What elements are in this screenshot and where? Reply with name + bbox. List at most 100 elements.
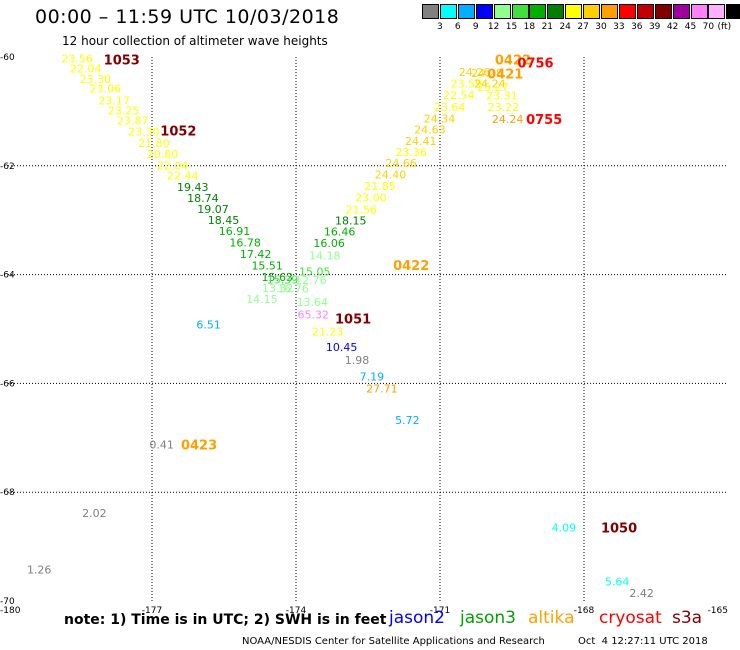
credit-line: NOAA/NESDIS Center for Satellite Applica… <box>242 636 545 647</box>
wave-height-reading: 1.26 <box>27 563 52 576</box>
legend-label: 6 <box>454 22 461 32</box>
legend-swatch <box>547 4 565 19</box>
pass-time-tag: 0423 <box>181 438 217 453</box>
legend-label: 33 <box>613 22 625 32</box>
x-tick-label: -174 <box>286 606 307 616</box>
wave-height-reading: 23.64 <box>434 101 466 114</box>
wave-height-reading: 24.63 <box>414 123 446 136</box>
wave-height-reading: 7.19 <box>360 370 385 383</box>
map-subtitle: 12 hour collection of altimeter wave hei… <box>62 34 328 48</box>
wave-height-reading: 20.80 <box>147 148 179 161</box>
wave-height-reading: 23.31 <box>486 90 518 103</box>
legend-swatch <box>457 4 475 19</box>
x-tick-label: -177 <box>142 606 162 616</box>
wave-height-reading: 23.30 <box>128 126 160 139</box>
legend-label: 45 <box>684 22 697 32</box>
legend-swatch <box>690 4 708 19</box>
wave-height-reading: 4.09 <box>552 522 577 535</box>
wave-height-reading: 24.40 <box>375 169 407 182</box>
pass-time-tag: 1051 <box>335 313 371 328</box>
wave-height-reading: 24.28 <box>471 67 503 80</box>
satellite-altika: altika <box>528 608 575 628</box>
wave-height-reading: 10.45 <box>326 341 358 354</box>
legend-swatch <box>583 4 601 19</box>
y-tick-label: -60 <box>0 53 15 63</box>
page-title: 00:00 – 11:59 UTC 10/03/2018 <box>35 6 340 28</box>
wave-height-reading: 5.64 <box>605 575 630 588</box>
x-tick-label: -168 <box>574 606 595 616</box>
wave-height-reading: 23.30 <box>80 73 112 86</box>
satellite-s3a: s3a <box>672 608 703 628</box>
legend-swatch <box>708 4 726 19</box>
wave-height-reading: 24.26 <box>459 66 491 79</box>
wave-height-reading: 15.51 <box>251 259 283 272</box>
legend-label: 12 <box>487 22 500 32</box>
wave-height-reading: 16.91 <box>219 225 251 238</box>
x-tick-label: -165 <box>708 606 728 616</box>
legend-label: 9 <box>472 22 479 32</box>
x-tick-label: -180 <box>0 606 21 616</box>
wave-height-reading: 18.45 <box>208 214 240 227</box>
wave-height-reading: 24.24 <box>492 113 524 126</box>
pass-time-tag: 0421 <box>487 67 523 82</box>
wave-height-reading: 23.25 <box>108 104 140 117</box>
wave-height-reading: 23.59 <box>451 78 483 91</box>
footnote: note: 1) Time is in UTC; 2) SWH is in fe… <box>64 612 387 628</box>
wave-height-reading: 27.71 <box>366 382 398 395</box>
satellite-cryosat: cryosat <box>599 608 662 628</box>
wave-height-reading: 6.51 <box>196 319 221 332</box>
legend-swatch <box>601 4 618 19</box>
legend-swatch <box>636 4 654 19</box>
wave-height-reading: 24.66 <box>385 157 417 170</box>
pass-time-tag: 0422 <box>393 259 429 274</box>
legend-label: 70 <box>702 22 715 32</box>
legend-label: 24 <box>559 22 571 32</box>
legend-swatch <box>493 4 511 19</box>
legend-label: 21 <box>541 22 554 32</box>
wave-height-reading: 15.05 <box>299 265 331 278</box>
pass-time-tag: 1053 <box>104 54 140 69</box>
wave-height-reading: 24.24 <box>474 78 506 91</box>
wave-height-reading: 16.76 <box>277 283 309 296</box>
wave-height-reading: 24.34 <box>424 112 456 125</box>
pass-time-tag: 1050 <box>601 522 637 537</box>
wave-height-reading: 23.17 <box>98 95 130 108</box>
wave-height-reading: 18.74 <box>187 192 219 205</box>
legend-swatch <box>511 4 529 19</box>
wave-height-reading: 22.04 <box>157 159 189 172</box>
wave-height-reading: 15.63 <box>262 271 294 284</box>
x-tick-label: -171 <box>430 606 450 616</box>
wave-height-reading: 21.23 <box>312 326 344 339</box>
y-tick-label: -66 <box>0 379 15 389</box>
pass-time-tag: 0422 <box>495 54 531 69</box>
wave-height-reading: 21.80 <box>138 137 170 150</box>
wave-height-reading: 19.07 <box>197 203 229 216</box>
pass-time-tag: 0756 <box>517 56 553 71</box>
legend-label: (ft) <box>717 22 732 32</box>
wave-height-reading: 19.43 <box>177 181 209 194</box>
wave-height-reading: 16.06 <box>313 237 345 250</box>
satellite-jason2: jason2 <box>389 608 445 628</box>
wave-height-reading: 1.98 <box>345 354 370 367</box>
wave-height-reading: 23.00 <box>355 191 387 204</box>
wave-height-reading: 23.27 <box>477 81 509 94</box>
wave-height-reading: 18.15 <box>335 215 367 228</box>
wave-height-reading: 23.22 <box>488 101 520 114</box>
generation-timestamp: Oct 4 12:27:11 UTC 2018 <box>578 636 708 647</box>
wave-height-reading: 23.36 <box>395 146 427 159</box>
legend-swatch <box>475 4 493 19</box>
wave-height-reading: 13.64 <box>297 296 329 309</box>
wave-height-reading: 5.72 <box>395 414 420 427</box>
legend-swatch <box>726 4 740 19</box>
wave-height-reading: 2.02 <box>82 507 107 520</box>
legend-swatch <box>672 4 690 19</box>
wave-height-reading: 14.15 <box>246 293 278 306</box>
wave-height-reading: 22.04 <box>70 62 102 75</box>
wave-height-reading: 0.41 <box>149 438 174 451</box>
legend-swatch <box>529 4 547 19</box>
legend-label: 15 <box>505 22 518 32</box>
y-tick-label: -70 <box>0 597 15 607</box>
wave-height-reading: 22.44 <box>167 170 199 183</box>
wave-height-reading: 15.39 <box>267 273 299 286</box>
legend-label: 42 <box>666 22 679 32</box>
